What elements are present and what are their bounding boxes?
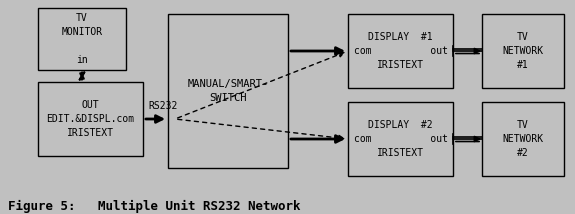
Bar bbox=[482, 102, 564, 176]
Text: DISPLAY  #2
com          out
IRISTEXT: DISPLAY #2 com out IRISTEXT bbox=[354, 120, 447, 158]
Bar bbox=[168, 14, 288, 168]
Text: Figure 5:   Multiple Unit RS232 Network: Figure 5: Multiple Unit RS232 Network bbox=[8, 200, 301, 213]
Bar bbox=[348, 102, 453, 176]
Text: TV
MONITOR

in: TV MONITOR in bbox=[62, 13, 102, 65]
Text: MANUAL/SMART-
SWITCH: MANUAL/SMART- SWITCH bbox=[187, 79, 269, 103]
Text: DISPLAY  #1
com          out
IRISTEXT: DISPLAY #1 com out IRISTEXT bbox=[354, 32, 447, 70]
Bar bbox=[38, 82, 143, 156]
Bar bbox=[348, 14, 453, 88]
Text: OUT
EDIT.&DISPL.com
IRISTEXT: OUT EDIT.&DISPL.com IRISTEXT bbox=[47, 100, 135, 138]
Bar bbox=[38, 8, 126, 70]
Bar bbox=[482, 14, 564, 88]
Text: RS232: RS232 bbox=[148, 101, 177, 111]
Text: TV
NETWORK
#2: TV NETWORK #2 bbox=[503, 120, 543, 158]
Text: TV
NETWORK
#1: TV NETWORK #1 bbox=[503, 32, 543, 70]
